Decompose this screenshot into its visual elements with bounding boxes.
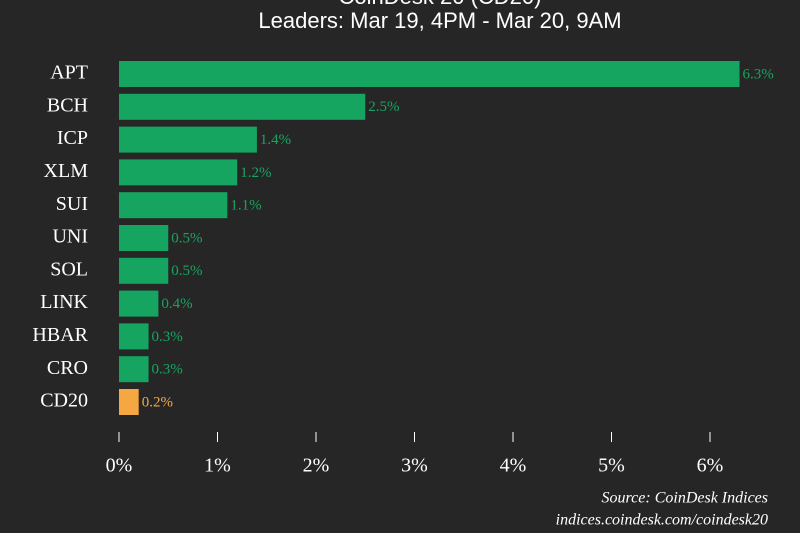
bar bbox=[119, 389, 139, 415]
y-tick-label: BCH bbox=[47, 94, 88, 116]
x-tick-label: 4% bbox=[500, 455, 527, 477]
chart-subtitle: Leaders: Mar 19, 4PM - Mar 20, 9AM bbox=[258, 8, 621, 33]
value-label: 6.3% bbox=[743, 66, 774, 82]
bar bbox=[119, 323, 149, 350]
bar bbox=[119, 290, 159, 317]
bar bbox=[119, 159, 238, 186]
y-tick-label: XLM bbox=[44, 160, 89, 182]
value-label: 1.1% bbox=[230, 198, 261, 214]
y-tick-label: CRO bbox=[47, 357, 88, 379]
y-tick-label: APT bbox=[50, 62, 88, 84]
value-label: 0.5% bbox=[171, 230, 202, 246]
chart-title: CoinDesk 20 (CD20) bbox=[339, 0, 542, 9]
y-tick-label: CD20 bbox=[40, 390, 88, 412]
bar bbox=[119, 61, 740, 87]
value-label: 1.2% bbox=[240, 165, 271, 181]
y-tick-label: UNI bbox=[52, 226, 88, 248]
value-label: 0.3% bbox=[152, 362, 183, 378]
y-tick-label: LINK bbox=[40, 291, 88, 313]
value-label: 0.4% bbox=[161, 296, 192, 312]
source: Source: CoinDesk Indices bbox=[602, 490, 768, 507]
y-tick-label: SOL bbox=[50, 258, 88, 280]
y-tick-label: HBAR bbox=[32, 324, 88, 346]
value-label: 0.3% bbox=[152, 329, 183, 345]
value-label: 1.4% bbox=[260, 132, 291, 148]
value-label: 2.5% bbox=[368, 99, 399, 115]
x-tick-label: 1% bbox=[204, 455, 231, 477]
value-label: 0.2% bbox=[142, 394, 173, 410]
bar bbox=[119, 126, 257, 153]
y-tick-label: SUI bbox=[56, 193, 88, 215]
x-tick-label: 6% bbox=[697, 455, 724, 477]
source-url: indices.coindesk.com/coindesk20 bbox=[556, 512, 768, 529]
bar bbox=[119, 225, 169, 251]
bar bbox=[119, 356, 149, 383]
x-tick-label: 3% bbox=[401, 455, 428, 477]
y-tick-label: ICP bbox=[57, 127, 88, 149]
value-label: 0.5% bbox=[171, 263, 202, 279]
bar bbox=[119, 192, 228, 219]
bar bbox=[119, 93, 366, 120]
bar bbox=[119, 257, 169, 284]
x-tick-label: 5% bbox=[598, 455, 625, 477]
x-tick-label: 0% bbox=[106, 455, 133, 477]
x-tick-label: 2% bbox=[303, 455, 330, 477]
